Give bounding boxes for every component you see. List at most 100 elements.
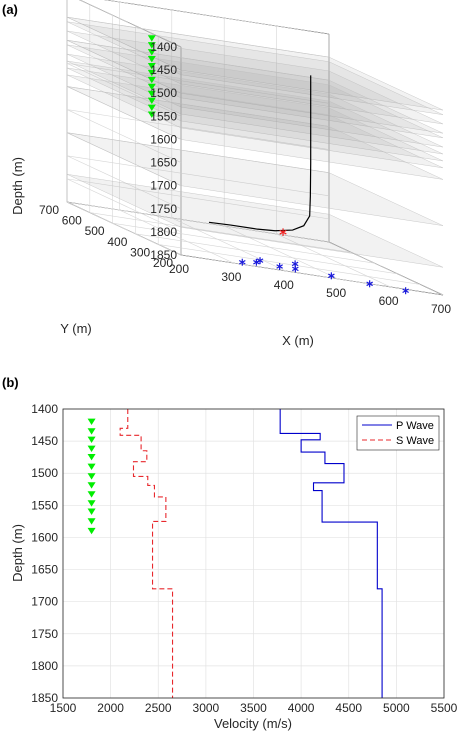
b-x-tick-label: 5500 (431, 701, 458, 715)
a-event-star-stroke (402, 288, 409, 293)
a-z-tick-label: 1500 (150, 86, 177, 100)
a-x-tick-label: 400 (274, 278, 294, 292)
a-backwall-grid-z (66, 178, 330, 220)
b-grid (62, 408, 445, 699)
a-backwall-grid-z (66, 201, 330, 243)
a-y-tick-label: 400 (107, 235, 127, 249)
a-receiver-triangle (147, 111, 156, 118)
a-leftwall-grid-z (66, 201, 182, 256)
a-layer-planes (66, 16, 444, 268)
a-z-tick-label: 1550 (150, 109, 177, 123)
a-x-tick-label: 300 (221, 270, 241, 284)
a-event-star (276, 263, 283, 270)
a-receiver-triangle (147, 90, 156, 98)
a-floor-grid-y (135, 233, 398, 275)
a-event-star (366, 280, 373, 288)
a-event-star (402, 287, 409, 295)
b-x-tick-label: 4500 (335, 701, 362, 715)
a-receiver-triangle (147, 42, 156, 49)
b-y-tick-label: 1750 (31, 627, 58, 641)
a-floor-grid-x (224, 225, 339, 280)
a-event-star-stroke (238, 259, 246, 265)
a-event-star (256, 257, 264, 265)
b-x-axis-label: Velocity (m/s) (214, 716, 292, 731)
a-x-tick-label: 600 (379, 294, 399, 308)
a-y-tick-label: 200 (153, 256, 173, 270)
a-floor-grid-x (276, 233, 391, 288)
a-leftwall-grid-z (66, 155, 182, 210)
a-leftwall-grid-z (66, 109, 182, 163)
a-layer-plane (66, 60, 444, 155)
a-layer-plane (66, 44, 444, 139)
a-well-trajectory (208, 75, 312, 232)
a-receiver-triangle (147, 97, 156, 105)
a-layer-plane (66, 21, 444, 115)
b-receiver-triangle (87, 527, 96, 535)
a-event-star (328, 272, 335, 280)
b-receiver-triangle (87, 463, 96, 470)
a-layer-plane (66, 74, 444, 169)
a-event-star-stroke (291, 261, 299, 267)
a-y-tick-label: 500 (85, 224, 105, 238)
a-z-axis-label: Depth (m) (10, 157, 25, 215)
a-event-star-stroke (328, 273, 335, 279)
b-receiver-triangle (87, 436, 96, 444)
a-floor-grid-y (180, 254, 444, 296)
a-source-star-stroke (279, 229, 287, 235)
panel-a-3d-chart: (a) 1400 1450 1500 1550 1600 1650 1700 1750 1800… (2, 0, 451, 348)
b-series (119, 409, 383, 698)
b-x-tick-label: 4000 (288, 701, 315, 715)
b-y-tick-label: 1550 (31, 498, 58, 512)
b-y-tick-label: 1400 (31, 402, 58, 416)
a-z-tick-label: 1450 (150, 63, 177, 77)
b-y-tick-label: 1500 (31, 466, 58, 480)
a-tick-labels: 1400 1450 1500 1550 1600 1650 1700 1750 1800 1850… (39, 40, 451, 316)
b-legend: P Wave S Wave (356, 415, 440, 451)
b-y-tick-label: 1800 (31, 659, 58, 673)
a-z-tick-label: 1650 (150, 156, 177, 170)
b-x-tick-label: 2500 (145, 701, 172, 715)
b-receiver-triangle (87, 473, 96, 480)
b-receiver-triangle (87, 518, 96, 525)
b-y-tick-label: 1850 (31, 691, 58, 705)
a-floor-grid-x (328, 241, 444, 296)
a-source-star (279, 228, 287, 236)
b-receiver-triangle (87, 428, 96, 435)
a-floor-grid-y (89, 212, 352, 253)
a-y-tick-label: 700 (39, 203, 59, 217)
b-y-tick-label: 1700 (31, 595, 58, 609)
b-axes-box (62, 408, 445, 699)
a-event-star-stroke (276, 264, 283, 269)
a-marks (147, 35, 409, 295)
b-receivers (87, 418, 96, 535)
b-receiver-triangle (87, 508, 96, 515)
b-tick-labels: 1500 2000 2500 3000 3500 4000 4500 5000 5500 1400… (31, 402, 457, 715)
b-receiver-triangle (87, 445, 96, 453)
a-floor-grid-x (119, 209, 234, 264)
a-layer-plane (66, 174, 444, 268)
a-receiver-triangle (147, 104, 156, 111)
b-receiver-triangle (87, 418, 96, 426)
a-layer-plane (66, 67, 444, 162)
b-legend-box (356, 415, 440, 451)
a-receiver-triangle (147, 69, 156, 77)
a-floor-grid-x (171, 217, 286, 272)
b-x-tick-label: 5000 (383, 701, 410, 715)
b-series-p-wave (279, 409, 383, 698)
a-receiver-triangle (147, 76, 156, 84)
a-receiver-triangle (147, 83, 156, 91)
a-y-axis-label: Y (m) (60, 321, 92, 336)
a-receiver-triangle (147, 56, 156, 63)
b-x-tick-label: 2000 (97, 701, 124, 715)
a-leftwall-grid-z (66, 63, 182, 117)
a-x-tick-label: 500 (326, 286, 346, 300)
a-event-star-stroke (292, 266, 299, 272)
a-floor-grid-y (158, 244, 421, 285)
b-x-tick-label: 3500 (240, 701, 267, 715)
a-layer-plane (66, 132, 444, 226)
a-x-tick-label: 200 (169, 262, 189, 276)
a-y-tick-label: 600 (62, 214, 82, 228)
a-receiver-triangle (147, 62, 156, 70)
